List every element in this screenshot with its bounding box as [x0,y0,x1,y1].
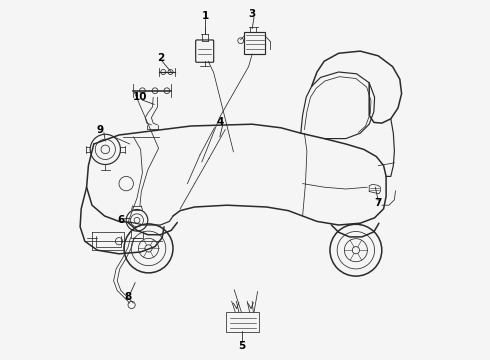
Bar [245,32,265,54]
Text: 8: 8 [124,292,132,302]
Text: 9: 9 [97,125,104,135]
Text: 10: 10 [133,92,147,102]
Text: 6: 6 [117,215,124,225]
Text: 1: 1 [202,11,209,21]
Text: 5: 5 [238,341,245,351]
Text: 2: 2 [157,53,164,63]
Bar [226,312,259,332]
Text: 3: 3 [248,9,256,19]
Text: 4: 4 [216,117,223,127]
Text: 7: 7 [374,198,382,208]
